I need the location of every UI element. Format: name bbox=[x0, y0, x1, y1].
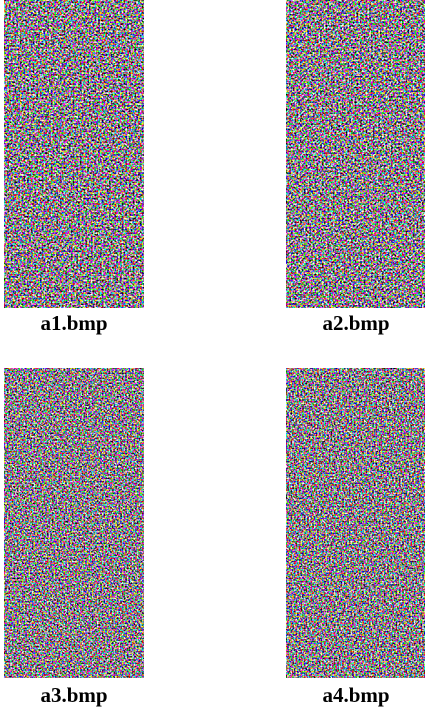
image-panel bbox=[4, 368, 144, 678]
noise-image bbox=[4, 0, 144, 308]
caption: a2.bmp bbox=[322, 311, 390, 335]
noise-image bbox=[286, 368, 425, 678]
noise-image bbox=[4, 368, 144, 678]
caption: a1.bmp bbox=[40, 311, 108, 335]
caption: a4.bmp bbox=[322, 683, 390, 707]
noise-image bbox=[286, 0, 425, 308]
image-panel bbox=[286, 0, 425, 308]
image-panel bbox=[286, 368, 425, 678]
image-panel bbox=[4, 0, 144, 308]
caption: a3.bmp bbox=[40, 683, 108, 707]
